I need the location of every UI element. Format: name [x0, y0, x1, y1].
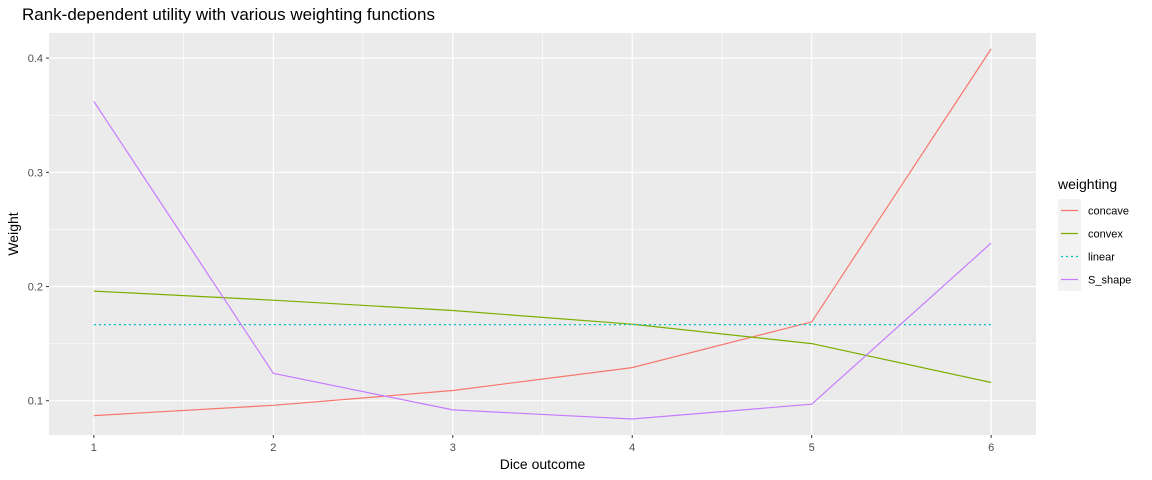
series-line-s-shape — [93, 101, 992, 420]
x-tick-label: 1 — [91, 442, 97, 454]
series-line-convex — [93, 290, 992, 384]
x-axis: 1 2 3 4 5 6 — [91, 435, 994, 454]
y-tick-label: 0.4 — [28, 53, 43, 65]
legend: weighting concave convex linear S_shape — [1057, 176, 1131, 291]
y-tick-label: 0.3 — [28, 167, 43, 179]
legend-title: weighting — [1057, 176, 1117, 192]
y-axis: 0.1 0.2 0.3 0.4 — [28, 53, 49, 408]
legend-label: convex — [1088, 229, 1123, 241]
legend-label: S_shape — [1088, 275, 1131, 287]
legend-key — [1058, 245, 1081, 268]
chart-title: Rank-dependent utility with various weig… — [22, 5, 435, 24]
x-tick-label: 4 — [629, 442, 635, 454]
x-tick-label: 6 — [988, 442, 994, 454]
x-tick-label: 3 — [450, 442, 456, 454]
legend-label: concave — [1088, 206, 1129, 218]
y-tick-label: 0.2 — [28, 282, 43, 294]
series-line-concave — [93, 48, 992, 417]
y-tick-label: 0.1 — [28, 396, 43, 408]
y-axis-title: Weight — [5, 212, 21, 255]
series-layer — [93, 48, 992, 420]
x-axis-title: Dice outcome — [500, 456, 586, 472]
grid — [49, 33, 1036, 435]
x-tick-label: 5 — [809, 442, 815, 454]
legend-label: linear — [1088, 252, 1115, 264]
x-tick-label: 2 — [270, 442, 276, 454]
